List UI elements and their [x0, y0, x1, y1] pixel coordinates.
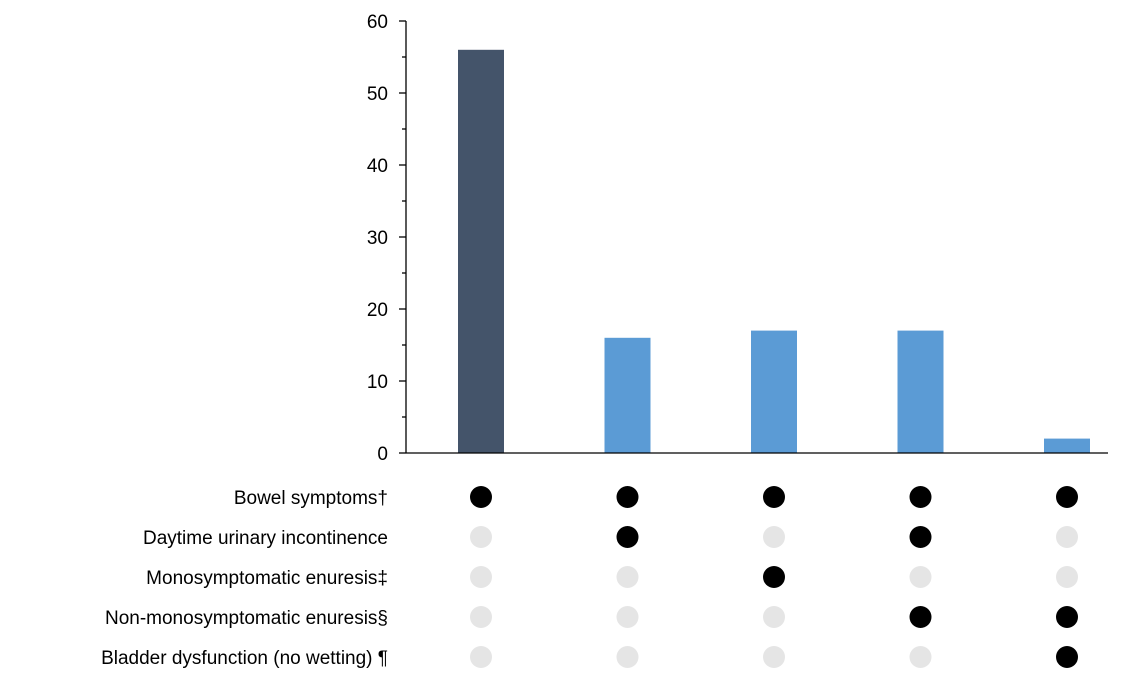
matrix-dot-empty	[470, 606, 492, 628]
y-axis: 0 10 20 30 40 50 60	[367, 12, 407, 465]
y-tick-label: 0	[377, 444, 388, 465]
set-matrix: Bowel symptoms† Daytime urinary incontine…	[101, 486, 1078, 669]
matrix-row-label: Bladder dysfunction (no wetting) ¶	[101, 648, 388, 669]
y-tick-label: 10	[367, 372, 388, 393]
matrix-dot-filled	[616, 486, 639, 508]
matrix-dot-empty	[909, 646, 932, 668]
matrix-dot-empty	[909, 566, 932, 588]
matrix-dot-empty	[470, 566, 492, 588]
y-tick-label: 60	[367, 12, 388, 33]
matrix-dot-filled	[763, 486, 785, 508]
bar-4	[897, 330, 944, 453]
bars	[458, 49, 1090, 454]
matrix-dot-filled	[909, 486, 932, 508]
matrix-dot-empty	[763, 646, 785, 668]
bar-3	[751, 330, 797, 453]
matrix-dot-filled	[470, 486, 492, 508]
matrix-dot-filled	[909, 526, 932, 548]
y-tick-label: 40	[367, 156, 388, 177]
matrix-dot-empty	[470, 526, 492, 548]
matrix-row-label: Bowel symptoms†	[234, 488, 388, 509]
matrix-dot-empty	[616, 606, 639, 628]
matrix-row-label: Monosymptomatic enuresis‡	[146, 568, 388, 589]
matrix-row-label: Non-monosymptomatic enuresis§	[105, 608, 388, 629]
matrix-dot-filled	[1056, 606, 1078, 628]
matrix-dot-filled	[1056, 646, 1078, 668]
matrix-row-label: Daytime urinary incontinence	[143, 528, 388, 549]
matrix-dot-empty	[616, 646, 639, 668]
matrix-dot-empty	[1056, 566, 1078, 588]
matrix-dot-filled	[616, 526, 639, 548]
matrix-dot-empty	[616, 566, 639, 588]
matrix-dot-empty	[470, 646, 492, 668]
matrix-dot-filled	[763, 566, 785, 588]
matrix-dot-empty	[1056, 526, 1078, 548]
y-tick-label: 30	[367, 228, 388, 249]
matrix-dot-empty	[763, 606, 785, 628]
matrix-dot-empty	[763, 526, 785, 548]
bar-2	[604, 337, 651, 453]
y-tick-label: 50	[367, 84, 388, 105]
bar-1	[458, 49, 504, 454]
y-tick-label: 20	[367, 300, 388, 321]
matrix-dot-filled	[1056, 486, 1078, 508]
bar-5	[1044, 438, 1090, 453]
matrix-dot-filled	[909, 606, 932, 628]
